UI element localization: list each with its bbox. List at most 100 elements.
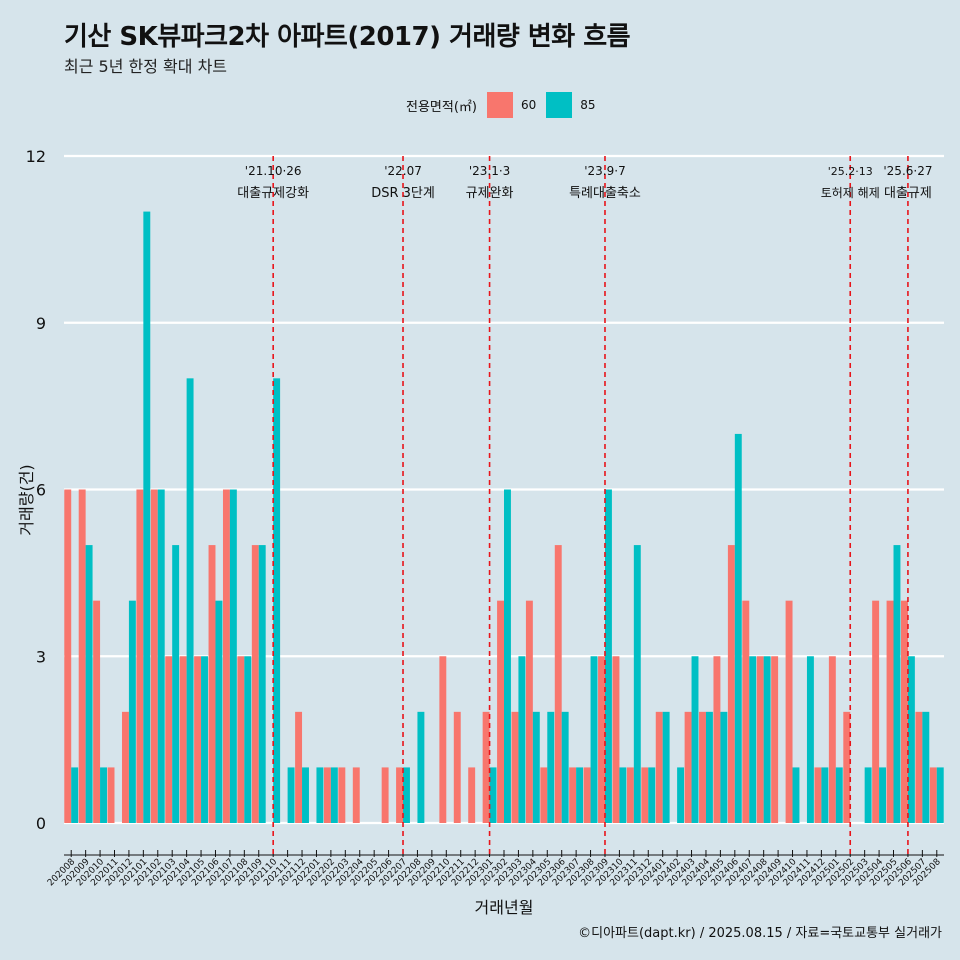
bar-85-202103 [172, 545, 180, 823]
bar-60-202211 [453, 711, 461, 823]
legend-key-85 [546, 92, 573, 118]
event-date-202502: '25.2·13 [828, 165, 873, 178]
bar-85-202410 [792, 767, 800, 823]
bar-85-202202 [330, 767, 338, 823]
y-axis-title: 거래량(건) [17, 464, 36, 535]
bar-60-202311 [626, 767, 634, 823]
bar-60-202308 [583, 767, 591, 823]
bar-85-202304 [532, 711, 540, 823]
bar-85-202411 [806, 656, 814, 823]
bar-85-202201 [316, 767, 324, 823]
bar-85-202105 [201, 656, 208, 823]
bar-85-202408 [763, 656, 771, 823]
bar-85-202107 [229, 489, 237, 823]
bar-60-202508 [929, 767, 937, 823]
bar-85-202305 [547, 711, 555, 823]
bar-60-202104 [179, 656, 187, 823]
bar-85-202207 [403, 767, 410, 823]
bar-60-202506 [901, 600, 908, 823]
bar-85-202412 [821, 767, 829, 823]
bar-60-202504 [872, 600, 880, 823]
bar-85-202308 [590, 656, 598, 823]
bar-85-202506 [907, 656, 915, 823]
bar-85-202009 [85, 545, 93, 823]
bar-85-202504 [879, 767, 887, 823]
y-tick-label-12: 12 [26, 147, 46, 166]
event-date-202301: '23.1·3 [469, 164, 510, 178]
bar-85-202503 [864, 767, 872, 823]
bar-60-202407 [742, 600, 750, 823]
bar-60-202009 [78, 489, 86, 823]
bar-85-202102 [157, 489, 165, 823]
bar-60-202108 [237, 656, 245, 823]
legend-label-60: 60 [520, 98, 537, 112]
bar-85-202507 [922, 711, 930, 823]
bar-85-202311 [633, 545, 641, 823]
bar-60-202309 [598, 656, 605, 823]
bar-60-202502 [843, 711, 851, 823]
bar-85-202106 [215, 600, 223, 823]
bar-60-202312 [641, 767, 649, 823]
bar-85-202303 [518, 656, 526, 823]
bar-60-202109 [251, 545, 259, 823]
y-tick-label-6: 6 [36, 481, 46, 500]
bar-60-202102 [150, 489, 158, 823]
chart-subtitle: 최근 5년 한정 확대 차트 [64, 57, 228, 76]
bar-60-202011 [107, 767, 115, 823]
bar-60-202302 [497, 600, 504, 823]
bar-85-202110 [273, 378, 281, 823]
bar-85-202401 [662, 711, 670, 823]
bar-60-202401 [655, 711, 663, 823]
y-tick-label-3: 3 [36, 647, 46, 666]
legend-key-60 [486, 92, 513, 118]
bar-60-202305 [540, 767, 548, 823]
bar-85-202208 [417, 711, 425, 823]
bar-85-202407 [749, 656, 757, 823]
bar-85-202301 [489, 767, 497, 823]
bar-60-202405 [713, 656, 721, 823]
bar-60-202105 [194, 656, 202, 823]
bar-60-202505 [886, 600, 894, 823]
bar-60-202310 [612, 656, 620, 823]
y-tick-label-9: 9 [36, 314, 46, 333]
bar-60-202106 [208, 545, 216, 823]
x-axis-title: 거래년월 [475, 898, 534, 917]
bar-85-202008 [71, 767, 79, 823]
bar-60-202301 [482, 711, 490, 823]
bar-60-202212 [468, 767, 476, 823]
event-label-202309: 특례대출축소 [569, 186, 641, 201]
bar-60-202501 [828, 656, 836, 823]
event-label-202207: DSR 3단계 [371, 186, 435, 201]
bar-60-202307 [569, 767, 577, 823]
legend-label-85: 85 [580, 98, 596, 112]
bar-85-202111 [287, 767, 295, 823]
y-tick-label-0: 0 [36, 814, 46, 833]
bar-60-202306 [554, 545, 562, 823]
event-date-202506: '25.6·27 [883, 164, 932, 178]
bar-60-202404 [699, 711, 706, 823]
bar-60-202202 [323, 767, 331, 823]
bar-60-202207 [396, 767, 404, 823]
bar-85-202310 [619, 767, 627, 823]
bar-60-202101 [136, 489, 144, 823]
bar-60-202303 [511, 711, 519, 823]
bar-60-202408 [756, 656, 764, 823]
bar-60-202406 [727, 545, 735, 823]
bar-60-202403 [684, 711, 692, 823]
bar-85-202010 [100, 767, 107, 823]
bar-85-202306 [561, 711, 569, 823]
bar-85-202109 [258, 545, 266, 823]
bar-85-202309 [604, 489, 612, 823]
event-label-202301: 규제완화 [466, 186, 514, 201]
bar-85-202307 [576, 767, 584, 823]
bar-60-202103 [165, 656, 173, 823]
bar-85-202108 [244, 656, 252, 823]
bar-60-202412 [814, 767, 822, 823]
event-label-202502: 토허제 해제 [821, 186, 880, 200]
event-label-202506: 대출규제 [884, 186, 932, 201]
bar-60-202410 [785, 600, 793, 823]
bar-60-202210 [439, 656, 447, 823]
bar-60-202203 [338, 767, 346, 823]
legend: 전용면적(㎡) 60 85 [406, 92, 606, 118]
